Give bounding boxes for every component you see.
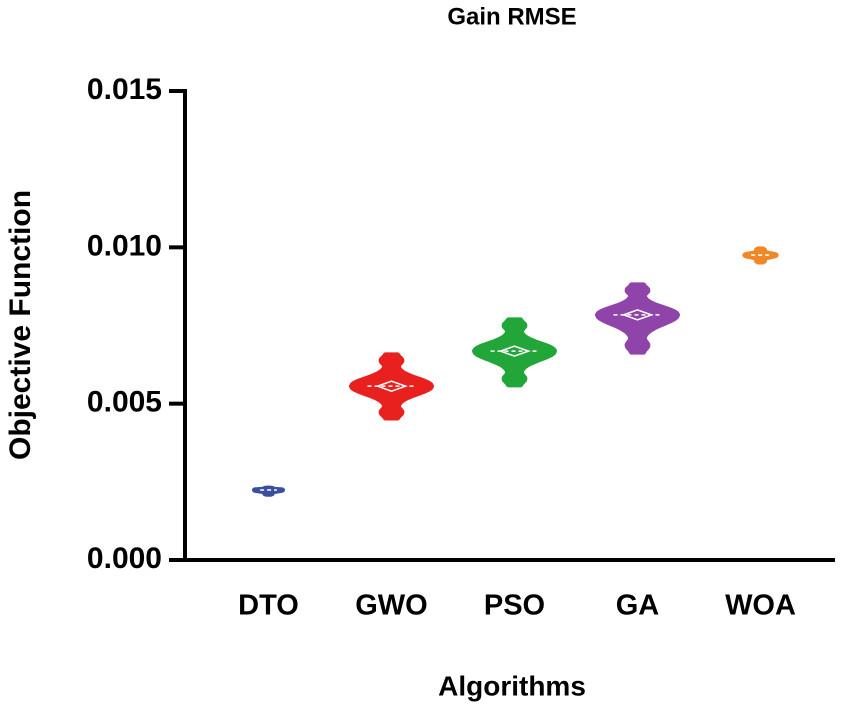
x-tick-label: GA bbox=[616, 590, 660, 622]
violin bbox=[595, 282, 680, 355]
x-tick-label: WOA bbox=[725, 590, 796, 622]
x-tick-label: DTO bbox=[238, 590, 299, 622]
y-tick-label: 0.015 bbox=[87, 73, 162, 106]
x-tick-label: GWO bbox=[355, 590, 428, 622]
x-axis-label: Algorithms bbox=[438, 670, 586, 701]
violin bbox=[472, 317, 557, 388]
y-tick-label: 0.000 bbox=[87, 542, 162, 575]
y-axis-label: Objective Function bbox=[4, 190, 37, 460]
chart-title: Gain RMSE bbox=[447, 3, 576, 30]
y-tick-label: 0.005 bbox=[87, 386, 162, 419]
violin bbox=[252, 485, 285, 497]
x-tick-label: PSO bbox=[484, 590, 545, 622]
y-tick-label: 0.010 bbox=[87, 229, 162, 262]
